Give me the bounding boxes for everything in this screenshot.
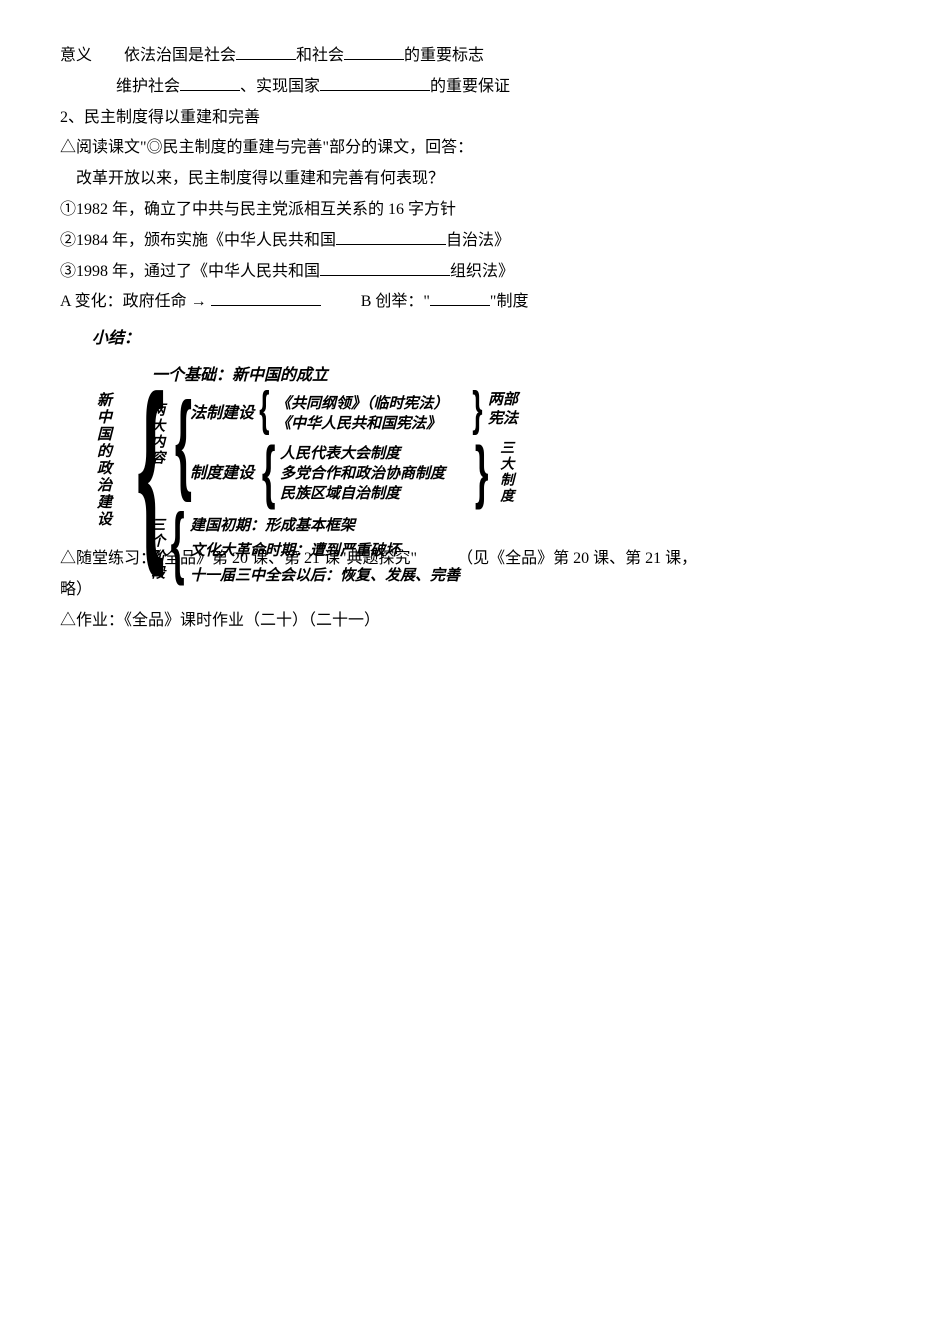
question: 改革开放以来，民主制度得以重建和完善有何表现？ bbox=[60, 165, 890, 194]
sub3-label: 三个阶段 bbox=[145, 517, 170, 581]
meaning-line1: 意义 依法治国是社会 和社会 的重要标志 bbox=[60, 42, 890, 71]
meaning-line2: 维护社会 、实现国家 的重要保证 bbox=[60, 73, 890, 102]
brace-sys-r: } bbox=[475, 430, 489, 512]
text-1c: 和社会 bbox=[296, 47, 344, 64]
brace-sub3: { bbox=[171, 494, 185, 589]
text-2a: 维护社会 bbox=[116, 78, 180, 95]
sys-label: 制度建设 bbox=[190, 460, 254, 489]
law2-text: 《中华人民共和国宪法》 bbox=[276, 410, 441, 437]
lawR-text: 两部宪法 bbox=[488, 390, 518, 429]
stage1-text: 建国初期：形成基本框架 bbox=[190, 512, 355, 539]
blank-8 bbox=[430, 289, 490, 306]
root-label: 新中国的政治建设 bbox=[90, 392, 117, 528]
text-1d: 的重要标志 bbox=[404, 47, 484, 64]
blank-4 bbox=[320, 74, 430, 91]
ab-line: A 变化：政府任命 → B 创举：" "制度 bbox=[60, 288, 890, 317]
sub2-label: 三大制度 bbox=[494, 440, 519, 504]
footer-3: △作业：《全品》课时作业（二十）（二十一） bbox=[60, 607, 890, 636]
item-3a: ③1998 年，通过了《中华人民共和国 bbox=[60, 263, 320, 280]
item-3: ③1998 年，通过了《中华人民共和国 组织法》 bbox=[60, 258, 890, 287]
item-2a: ②1984 年，颁布实施《中华人民共和国 bbox=[60, 232, 336, 249]
heading-2: 2、民主制度得以重建和完善 bbox=[60, 104, 890, 133]
ab-a: A 变化：政府任命 → bbox=[60, 293, 211, 310]
blank-6 bbox=[320, 259, 450, 276]
item-2b: 自治法》 bbox=[446, 232, 510, 249]
blank-3 bbox=[180, 74, 240, 91]
blank-5 bbox=[336, 228, 446, 245]
stage3-text: 十一届三中全会以后：恢复、发展、完善 bbox=[190, 562, 460, 589]
text-1b: 依法治国是社会 bbox=[124, 47, 236, 64]
ab-b2: "制度 bbox=[490, 293, 529, 310]
text-2b: 、实现国家 bbox=[240, 78, 320, 95]
summary-title: 小结： bbox=[60, 325, 890, 354]
label-meaning: 意义 bbox=[60, 47, 92, 64]
law-label: 法制建设 bbox=[190, 400, 254, 429]
text-2c: 的重要保证 bbox=[430, 78, 510, 95]
sys3-text: 民族区域自治制度 bbox=[280, 480, 400, 507]
blank-7 bbox=[211, 289, 321, 306]
item-3b: 组织法》 bbox=[450, 263, 514, 280]
read-prompt: △阅读课文"◎民主制度的重建与完善"部分的课文，回答： bbox=[60, 134, 890, 163]
blank-1 bbox=[236, 43, 296, 60]
sub1-label: 两大内容 bbox=[145, 402, 170, 466]
ab-b1: B 创举：" bbox=[361, 293, 430, 310]
stage2-text: 文化大革命时期：遭到严重破坏 bbox=[190, 537, 400, 564]
blank-2 bbox=[344, 43, 404, 60]
item-1: ①1982 年，确立了中共与民主党派相互关系的 16 字方针 bbox=[60, 196, 890, 225]
summary-tree: 新中国的政治建设 { 一个基础：新中国的成立 两大内容 { 法制建设 { 《共同… bbox=[90, 362, 890, 602]
brace-sys: { bbox=[262, 430, 276, 512]
item-2: ②1984 年，颁布实施《中华人民共和国 自治法》 bbox=[60, 227, 890, 256]
